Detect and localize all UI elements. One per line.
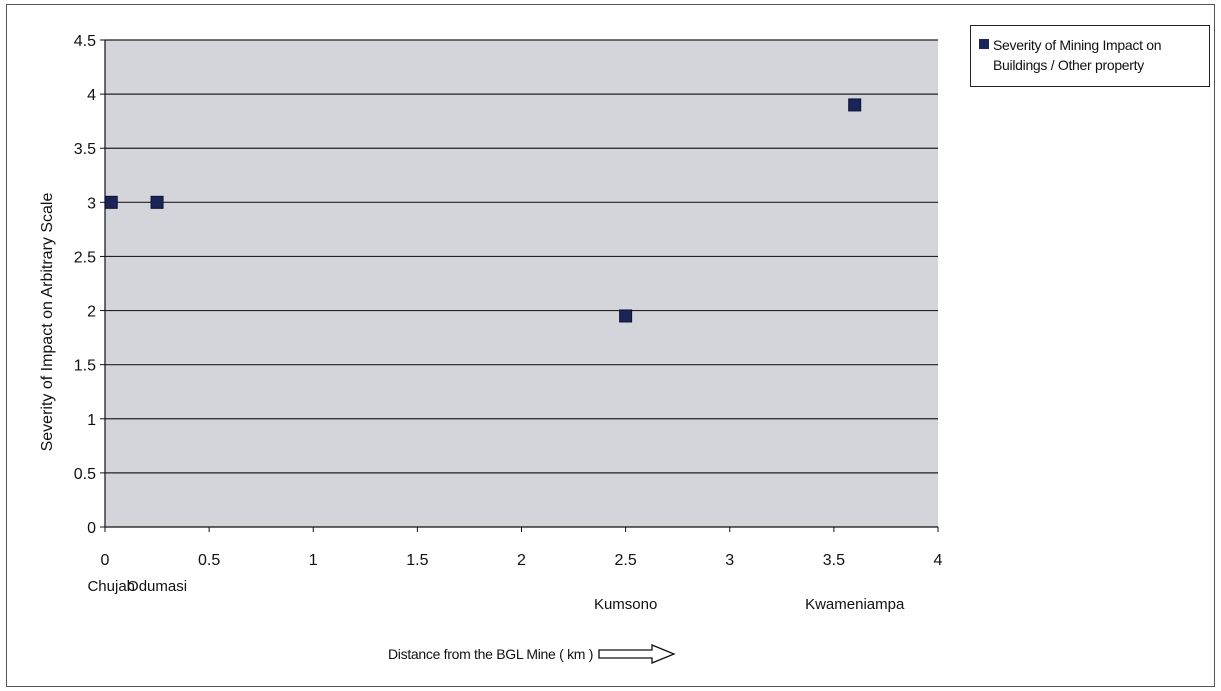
y-tick-label: 2 — [87, 304, 96, 321]
y-tick-label: 0 — [87, 520, 96, 537]
y-tick-label: 3 — [87, 195, 96, 212]
x-tick-label: 3.5 — [823, 552, 845, 569]
y-tick-label: 1 — [87, 412, 96, 429]
x-tick-label: 0.5 — [198, 552, 220, 569]
x-axis-label: Distance from the BGL Mine ( km ) — [388, 646, 594, 662]
y-tick-label: 4 — [87, 87, 96, 104]
place-label: Kumsono — [594, 596, 657, 613]
data-point — [150, 195, 164, 209]
x-tick-label: 3 — [725, 552, 734, 569]
data-point — [848, 98, 862, 112]
right-arrow-icon — [598, 644, 676, 664]
x-axis-label-group: Distance from the BGL Mine ( km ) — [388, 642, 677, 666]
y-tick-label: 2.5 — [74, 249, 96, 266]
legend-marker — [979, 39, 989, 49]
place-label: Odumasi — [127, 578, 187, 595]
x-tick-label: 2 — [517, 552, 526, 569]
y-tick-label: 1.5 — [74, 358, 96, 375]
place-label: Kwameniampa — [805, 596, 905, 613]
legend-series-name: Severity of Mining Impact on Buildings /… — [993, 37, 1162, 73]
data-point — [619, 309, 633, 323]
x-tick-label: 1 — [309, 552, 318, 569]
y-tick-label: 0.5 — [74, 466, 96, 483]
data-point — [104, 195, 118, 209]
x-tick-label: 4 — [934, 552, 943, 569]
data-points — [104, 98, 862, 323]
y-tick-labels: 0 0.5 1 1.5 2 2.5 3 3.5 4 4.5 — [74, 33, 105, 537]
y-tick-label: 3.5 — [74, 141, 96, 158]
x-tick-label: 2.5 — [615, 552, 637, 569]
place-label: Chujah — [87, 578, 135, 595]
x-tick-label: 1.5 — [406, 552, 428, 569]
x-tick-label: 0 — [101, 552, 110, 569]
gridlines — [105, 39, 938, 474]
x-tick-labels: 0 0.5 1 1.5 2 2.5 3 3.5 4 — [101, 527, 943, 569]
y-tick-label: 4.5 — [74, 33, 96, 50]
legend: Severity of Mining Impact on Buildings /… — [970, 25, 1210, 87]
plot-area — [105, 40, 938, 527]
y-axis-label: Severity of Impact on Arbitrary Scale — [39, 193, 56, 452]
